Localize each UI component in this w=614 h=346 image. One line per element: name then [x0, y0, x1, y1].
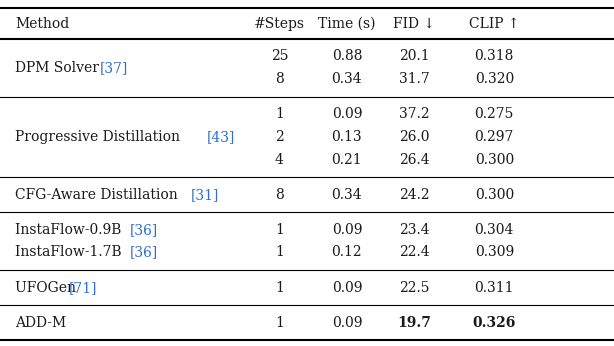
Text: 19.7: 19.7	[397, 316, 432, 330]
Text: [71]: [71]	[69, 281, 98, 295]
Text: 0.300: 0.300	[475, 153, 514, 166]
Text: 22.4: 22.4	[399, 246, 430, 260]
Text: 31.7: 31.7	[399, 72, 430, 86]
Text: #Steps: #Steps	[254, 17, 305, 30]
Text: 0.13: 0.13	[332, 130, 362, 144]
Text: FID ↓: FID ↓	[394, 17, 435, 30]
Text: 23.4: 23.4	[399, 223, 430, 237]
Text: CFG-Aware Distillation [31]: CFG-Aware Distillation [31]	[15, 188, 211, 202]
Text: InstaFlow-1.7B: InstaFlow-1.7B	[15, 246, 126, 260]
Text: [37]: [37]	[99, 61, 128, 75]
Text: [31]: [31]	[191, 188, 219, 202]
Text: UFOGen: UFOGen	[15, 281, 80, 295]
Text: DPM Solver [37]: DPM Solver [37]	[15, 61, 132, 75]
Text: 0.318: 0.318	[475, 49, 514, 63]
Text: 0.88: 0.88	[332, 49, 362, 63]
Text: 0.34: 0.34	[332, 188, 362, 202]
Text: 1: 1	[275, 223, 284, 237]
Text: DPM Solver: DPM Solver	[15, 61, 104, 75]
Text: 4: 4	[275, 153, 284, 166]
Text: 0.34: 0.34	[332, 72, 362, 86]
Text: [36]: [36]	[130, 223, 158, 237]
Text: 0.09: 0.09	[332, 107, 362, 121]
Text: InstaFlow-0.9B [36]: InstaFlow-0.9B [36]	[15, 223, 154, 237]
Text: UFOGen [71]: UFOGen [71]	[15, 281, 109, 295]
Text: 0.300: 0.300	[475, 188, 514, 202]
Text: InstaFlow-1.7B [36]: InstaFlow-1.7B [36]	[15, 246, 155, 260]
Text: 8: 8	[275, 72, 284, 86]
Text: 24.2: 24.2	[399, 188, 430, 202]
Text: ADD-M: ADD-M	[15, 316, 66, 330]
Text: 8: 8	[275, 188, 284, 202]
Text: 25: 25	[271, 49, 288, 63]
Text: Progressive Distillation: Progressive Distillation	[15, 130, 185, 144]
Text: 0.09: 0.09	[332, 316, 362, 330]
Text: Time (s): Time (s)	[318, 17, 376, 30]
Text: Method: Method	[15, 17, 69, 30]
Text: CLIP ↑: CLIP ↑	[469, 17, 519, 30]
Text: 0.297: 0.297	[475, 130, 514, 144]
Text: 0.304: 0.304	[475, 223, 514, 237]
Text: 2: 2	[275, 130, 284, 144]
Text: 0.311: 0.311	[475, 281, 514, 295]
Text: 0.09: 0.09	[332, 281, 362, 295]
Text: 20.1: 20.1	[399, 49, 430, 63]
Text: 1: 1	[275, 281, 284, 295]
Text: 0.09: 0.09	[332, 223, 362, 237]
Text: 1: 1	[275, 107, 284, 121]
Text: CFG-Aware Distillation: CFG-Aware Distillation	[15, 188, 182, 202]
Text: 26.0: 26.0	[399, 130, 430, 144]
Text: 0.309: 0.309	[475, 246, 514, 260]
Text: 1: 1	[275, 246, 284, 260]
Text: 0.21: 0.21	[332, 153, 362, 166]
Text: 0.275: 0.275	[475, 107, 514, 121]
Text: 22.5: 22.5	[399, 281, 430, 295]
Text: InstaFlow-0.9B: InstaFlow-0.9B	[15, 223, 126, 237]
Text: 1: 1	[275, 316, 284, 330]
Text: 37.2: 37.2	[399, 107, 430, 121]
Text: 0.12: 0.12	[332, 246, 362, 260]
Text: 0.326: 0.326	[473, 316, 516, 330]
Text: 26.4: 26.4	[399, 153, 430, 166]
Text: Progressive Distillation [43]: Progressive Distillation [43]	[15, 130, 213, 144]
Text: 0.320: 0.320	[475, 72, 514, 86]
Text: [43]: [43]	[206, 130, 235, 144]
Text: [36]: [36]	[130, 246, 158, 260]
